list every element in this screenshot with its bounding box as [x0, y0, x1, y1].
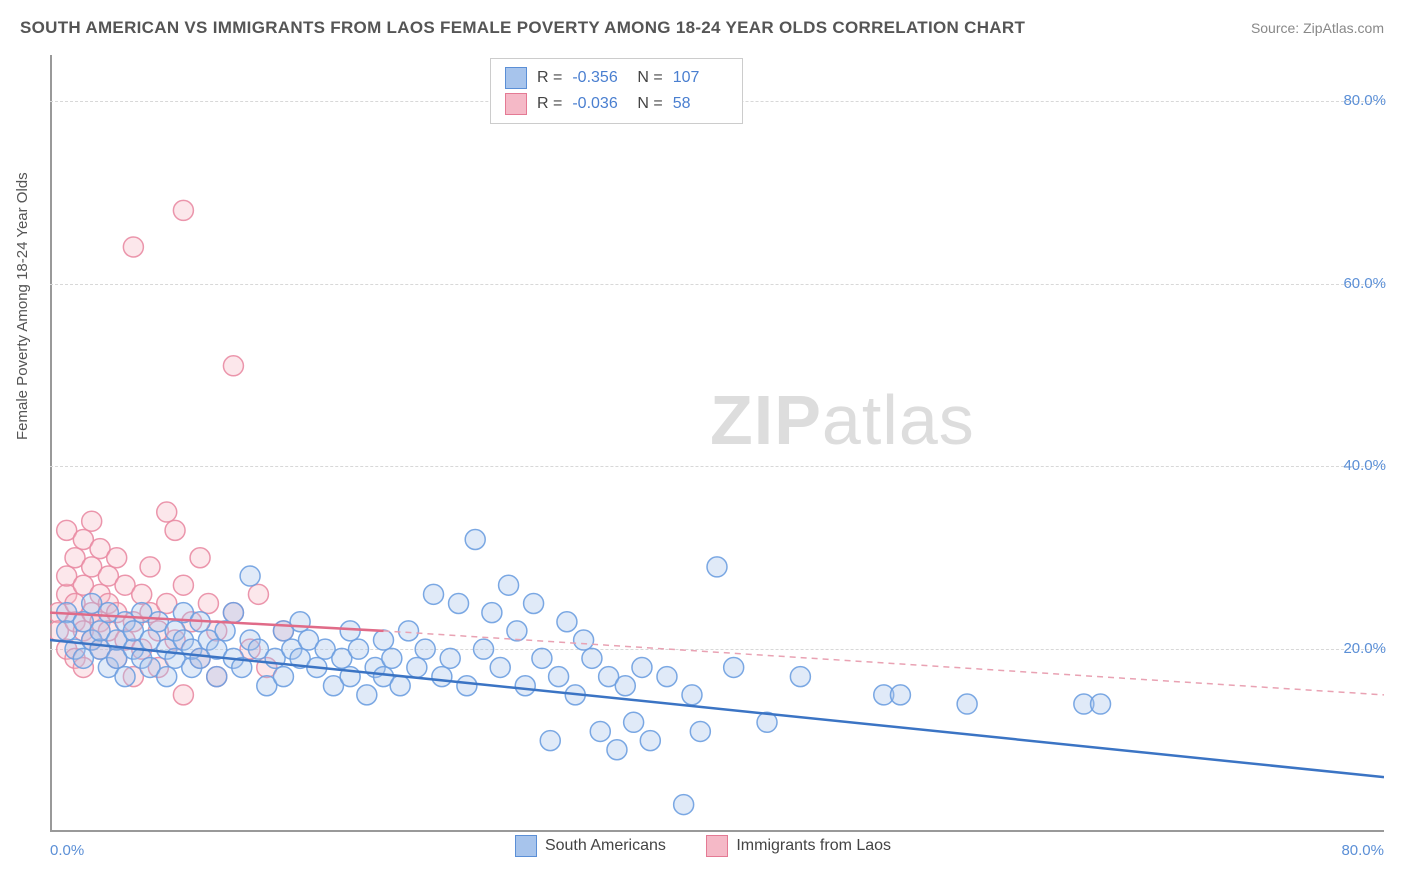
legend-label-series2: Immigrants from Laos — [736, 837, 891, 855]
legend-label-series1: South Americans — [545, 837, 666, 855]
chart-title: SOUTH AMERICAN VS IMMIGRANTS FROM LAOS F… — [20, 18, 1025, 38]
bottom-legend: South Americans Immigrants from Laos — [0, 835, 1406, 862]
legend-swatch-series1 — [515, 835, 537, 857]
y-axis-label: Female Poverty Among 18-24 Year Olds — [14, 172, 31, 440]
source-attribution: Source: ZipAtlas.com — [1251, 20, 1384, 36]
scatter-plot — [50, 55, 1384, 832]
legend-item-series1: South Americans — [515, 835, 666, 857]
legend-item-series2: Immigrants from Laos — [706, 835, 891, 857]
legend-swatch-series2 — [706, 835, 728, 857]
